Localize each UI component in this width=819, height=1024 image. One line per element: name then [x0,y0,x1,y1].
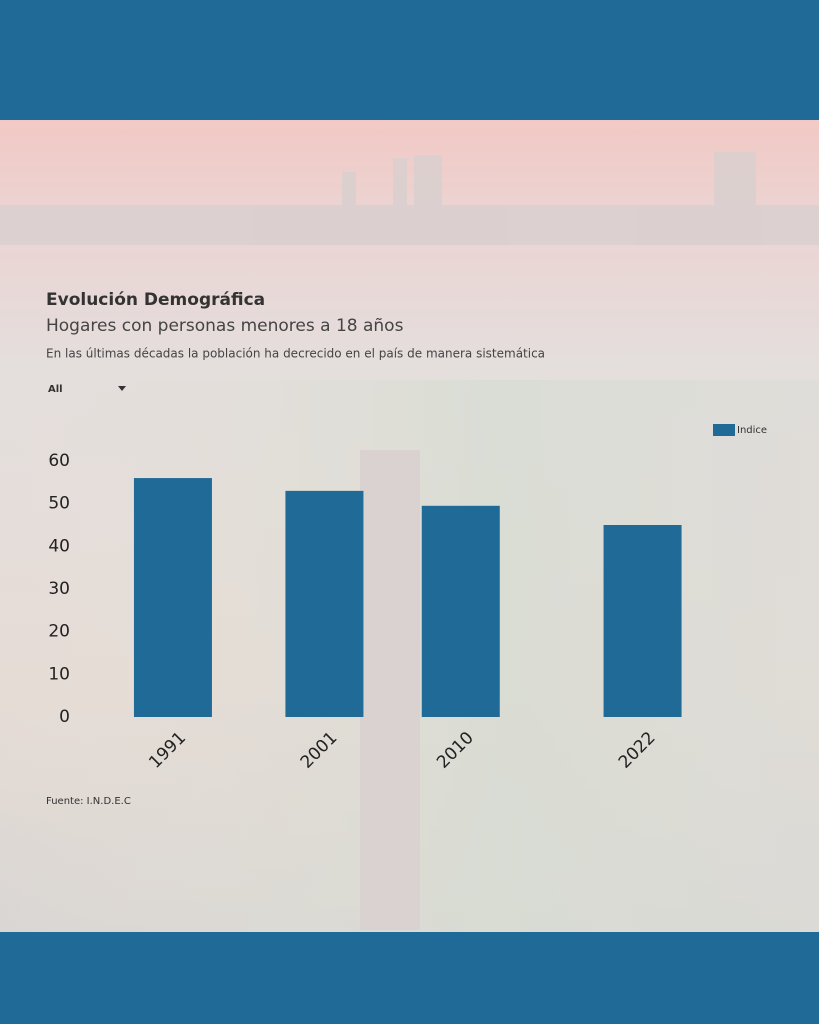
legend-swatch [713,424,735,436]
bar [133,478,212,717]
skyline [0,152,819,930]
dropdown-arrow[interactable] [118,386,126,391]
chart-title: Evolución Demográfica [46,290,265,310]
y-tick-label: 0 [59,707,70,727]
y-tick-label: 60 [48,451,70,471]
y-tick-label: 10 [48,664,70,684]
bar [421,505,500,717]
top-band [0,0,819,120]
legend-label: Indice [737,425,767,436]
source: Fuente: I.N.D.E.C [46,796,131,807]
y-tick-label: 30 [48,579,70,599]
filter-dropdown[interactable]: All [48,384,126,395]
y-tick-label: 40 [48,536,70,556]
bottom-band [0,932,819,1024]
chart-description: En las últimas décadas la población ha d… [46,347,545,361]
bar [285,490,364,717]
y-tick-label: 20 [48,622,70,642]
bar [603,525,682,717]
y-tick-label: 50 [48,494,70,514]
chart-subtitle: Hogares con personas menores a 18 años [46,316,404,336]
dropdown-value[interactable]: All [48,384,63,395]
